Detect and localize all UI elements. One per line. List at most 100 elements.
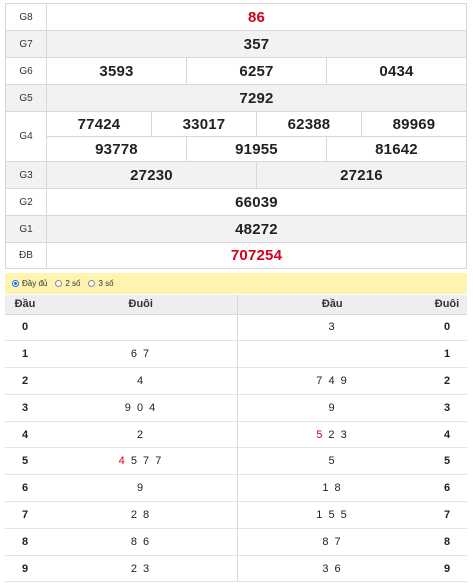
head-digits: 3 6 (322, 562, 343, 575)
table-row: 1 6 7 1 (5, 340, 467, 369)
digit-label: 6 (443, 482, 451, 495)
digit-label: 0 (21, 321, 29, 334)
digit-label: 9 (21, 562, 29, 575)
prize-value-g4-5: 93778 (46, 136, 187, 162)
prize-value-g1: 48272 (46, 215, 467, 243)
display-options-bar: Đầy đủ 2 số 3 số (5, 273, 467, 294)
prize-row-g6: G6 3593 6257 0434 (5, 57, 467, 85)
row-tails: 2 8 (45, 501, 238, 529)
prize-row-g4-b: 93778 91955 81642 (6, 136, 467, 162)
head-digits: 1 5 5 (316, 508, 349, 521)
prize-value-g4-4: 89969 (361, 111, 467, 137)
row-heads: 8 7 (237, 528, 427, 556)
radio-selected-icon[interactable] (12, 280, 19, 287)
prize-value-g4-1: 77424 (46, 111, 152, 137)
prize-label-g2: G2 (5, 188, 47, 216)
digit-label: 7 (21, 508, 29, 521)
prize-value-g2: 66039 (46, 188, 467, 216)
table-row: 8 8 6 8 7 8 (5, 528, 467, 556)
row-heads (237, 340, 427, 369)
loto-body: 0 3 0 1 6 7 1 2 4 7 4 9 2 3 9 0 4 9 3 4 2 5 2 3 4 5 4 5 7 7… (5, 314, 467, 583)
row-digit-tail: 3 (427, 394, 467, 422)
option-three-digits[interactable]: 3 số (88, 279, 114, 288)
tail-digits: 2 (136, 428, 145, 441)
option-two-digits[interactable]: 2 số (55, 279, 80, 288)
prize-row-g4-a: G4 77424 33017 62388 89969 (5, 111, 467, 162)
tail-digits: 8 6 (130, 535, 151, 548)
row-heads: 5 2 3 (237, 421, 427, 449)
header-tail: Đuôi (45, 295, 238, 315)
results-table: G8 86 G7 357 G6 3593 6257 0434 G5 7292 G… (5, 3, 467, 269)
prize-label-g8: G8 (5, 3, 47, 31)
row-digit-tail: 7 (427, 501, 467, 529)
prize-value-g4-3: 62388 (256, 111, 362, 137)
digit-label: 0 (443, 321, 451, 334)
head-digits: 1 8 (322, 482, 343, 495)
radio-icon[interactable] (55, 280, 63, 287)
row-digit-tail: 4 (427, 421, 467, 449)
table-row: 5 4 5 7 7 5 5 (5, 447, 467, 476)
digit-label: 2 (443, 374, 451, 387)
prize-value-g4-7: 81642 (326, 136, 467, 162)
option-full[interactable]: Đầy đủ (12, 279, 47, 288)
row-tails: 4 5 7 7 (45, 447, 238, 476)
radio-icon[interactable] (88, 280, 96, 287)
digit-label: 4 (21, 428, 29, 441)
head-digits: 8 7 (322, 535, 343, 548)
row-tails: 6 7 (45, 340, 238, 369)
prize-row-g2: G2 66039 (5, 188, 467, 216)
prize-label-db: ĐB (5, 242, 47, 269)
row-digit-head: 5 (5, 447, 45, 476)
row-heads: 7 4 9 (237, 367, 427, 395)
digit-label: 8 (21, 535, 29, 548)
row-digit-head: 6 (5, 474, 45, 503)
table-row: 7 2 8 1 5 5 7 (5, 501, 467, 529)
row-digit-tail: 0 (427, 314, 467, 342)
option-two-digits-label: 2 số (65, 279, 81, 288)
prize-value-g7: 357 (46, 30, 467, 58)
prize-row-g8: G8 86 (5, 3, 467, 31)
row-digit-head: 7 (5, 501, 45, 529)
digit-label: 5 (21, 455, 29, 468)
row-tails: 2 (45, 421, 238, 449)
prize-label-g4: G4 (5, 111, 47, 162)
row-digit-tail: 1 (427, 340, 467, 369)
prize-row-db: ĐB 707254 (5, 242, 467, 269)
tail-digits: 9 0 4 (124, 401, 157, 414)
head-digits: 7 4 9 (316, 374, 349, 387)
special-digit: 4 (118, 455, 127, 468)
row-heads: 1 8 (237, 474, 427, 503)
prize-value-g6-1: 3593 (46, 57, 187, 85)
row-digit-head: 8 (5, 528, 45, 556)
table-row: 4 2 5 2 3 4 (5, 421, 467, 449)
option-full-label: Đầy đủ (22, 279, 48, 288)
prize-row-g3: G3 27230 27216 (5, 161, 467, 189)
prize-row-g7: G7 357 (5, 30, 467, 58)
prize-label-g6: G6 (5, 57, 47, 85)
row-digit-tail: 8 (427, 528, 467, 556)
row-heads: 3 6 (237, 555, 427, 583)
tail-digits: 9 (136, 482, 145, 495)
row-digit-head: 9 (5, 555, 45, 583)
tail-digits: 2 8 (130, 508, 151, 521)
digit-label: 6 (21, 482, 29, 495)
prize-value-db: 707254 (46, 242, 467, 269)
prize-value-g5: 7292 (46, 84, 467, 112)
digit-label: 8 (443, 535, 451, 548)
row-tails: 8 6 (45, 528, 238, 556)
row-tails (45, 314, 238, 342)
row-digit-tail: 6 (427, 474, 467, 503)
digit-label: 3 (21, 401, 29, 414)
header-head-2: Đầu (237, 295, 427, 315)
tail-digits: 4 (136, 374, 145, 387)
row-tails: 4 (45, 367, 238, 395)
digit-label: 3 (443, 401, 451, 414)
table-row: 6 9 1 8 6 (5, 474, 467, 503)
digit-label: 4 (443, 428, 451, 441)
row-digit-head: 4 (5, 421, 45, 449)
row-heads: 1 5 5 (237, 501, 427, 529)
prize-value-g6-3: 0434 (326, 57, 467, 85)
head-digits: 9 (328, 401, 337, 414)
digit-label: 7 (443, 508, 451, 521)
digit-label: 1 (443, 348, 451, 361)
